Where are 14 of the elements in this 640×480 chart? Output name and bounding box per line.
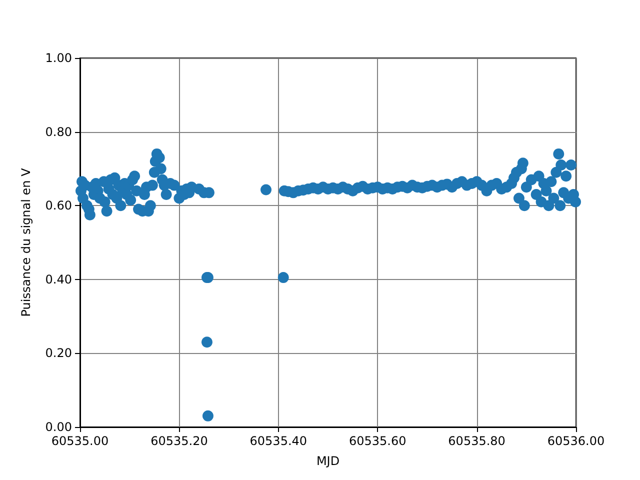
x-tick-label: 60535.00 — [51, 434, 109, 448]
y-tick-label: 0.20 — [45, 346, 72, 360]
x-tick-label: 60535.40 — [250, 434, 308, 448]
x-axis-title: MJD — [316, 454, 340, 468]
x-tick-label: 60535.80 — [448, 434, 506, 448]
x-tick-label: 60535.60 — [348, 434, 406, 448]
x-tick-label: 60535.20 — [150, 434, 208, 448]
y-tick-label: 0.60 — [45, 198, 72, 213]
y-axis-title: Puissance du signal en V — [19, 167, 33, 317]
y-tick-label: 1.00 — [45, 51, 72, 65]
y-tick-label: 0.40 — [45, 272, 72, 286]
y-tick-label: 0.80 — [45, 124, 72, 139]
x-tick-label: 60536.00 — [547, 434, 605, 448]
y-tick-label: 0.00 — [45, 420, 72, 434]
